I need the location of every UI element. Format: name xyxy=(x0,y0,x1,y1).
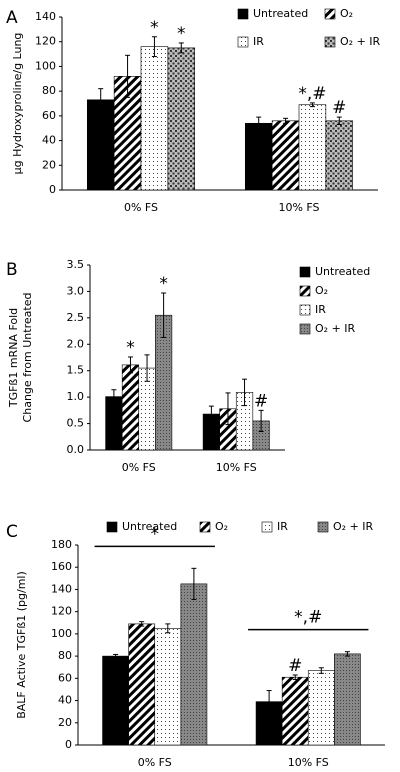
significance-mark: * xyxy=(177,24,186,44)
y-axis-label: Change from Untreated xyxy=(21,293,34,423)
significance-mark: # xyxy=(332,98,346,118)
y-tick-label: 160 xyxy=(51,560,72,573)
legend-swatch xyxy=(299,285,311,297)
significance-mark: *,# xyxy=(294,608,322,628)
y-tick-label: 0.0 xyxy=(67,443,85,456)
x-tick-label: 0% FS xyxy=(122,461,156,474)
y-tick-label: 80 xyxy=(58,649,72,662)
bar xyxy=(307,670,335,746)
significance-mark: * xyxy=(159,274,168,294)
bar xyxy=(105,396,123,451)
y-tick-label: 0.5 xyxy=(67,417,85,430)
legend-label: O₂ + IR xyxy=(315,322,356,335)
bar xyxy=(180,583,208,746)
legend-label: Untreated xyxy=(315,265,370,278)
legend-label: Untreated xyxy=(122,520,177,533)
x-tick-label: 0% FS xyxy=(138,756,172,769)
legend-swatch xyxy=(299,304,311,316)
bar xyxy=(86,99,115,191)
y-tick-label: 120 xyxy=(35,35,56,48)
bar xyxy=(281,676,309,746)
legend-label: IR xyxy=(253,35,264,48)
legend-swatch xyxy=(317,521,329,533)
legend-label: Untreated xyxy=(253,7,308,20)
significance-mark: # xyxy=(254,391,268,411)
panel-label: B xyxy=(6,260,18,280)
y-tick-label: 40 xyxy=(42,134,56,147)
legend-label: O₂ xyxy=(340,7,353,20)
panel-label: A xyxy=(6,8,18,28)
legend-swatch xyxy=(237,36,249,48)
legend-label: IR xyxy=(315,303,326,316)
y-axis-label: µg Hydroxyproline/g Lung xyxy=(11,33,24,175)
legend-swatch xyxy=(261,521,273,533)
y-tick-label: 3.5 xyxy=(67,258,85,271)
y-tick-label: 180 xyxy=(51,538,72,551)
bar xyxy=(140,46,169,191)
y-tick-label: 20 xyxy=(58,716,72,729)
legend-swatch xyxy=(324,36,336,48)
y-axis-label: BALF Active TGFß1 (pg/ml) xyxy=(15,571,28,719)
y-tick-label: 2.0 xyxy=(67,337,85,350)
y-tick-label: 0 xyxy=(49,183,56,196)
bar xyxy=(334,653,361,746)
bar xyxy=(121,364,140,451)
y-tick-label: 60 xyxy=(42,109,56,122)
y-tick-label: 140 xyxy=(35,10,56,23)
bar xyxy=(128,623,156,746)
bar xyxy=(325,120,354,191)
x-tick-label: 0% FS xyxy=(124,201,158,214)
legend-label: O₂ xyxy=(215,520,228,533)
legend-label: IR xyxy=(277,520,288,533)
y-tick-label: 60 xyxy=(58,671,72,684)
y-tick-label: 20 xyxy=(42,158,56,171)
bar xyxy=(154,628,182,746)
y-tick-label: 40 xyxy=(58,694,72,707)
y-tick-label: 100 xyxy=(35,59,56,72)
y-tick-label: 2.5 xyxy=(67,311,85,324)
x-tick-label: 10% FS xyxy=(216,461,257,474)
legend-label: O₂ xyxy=(315,284,328,297)
bar xyxy=(244,122,273,191)
y-tick-label: 3.0 xyxy=(67,284,85,297)
y-tick-label: 140 xyxy=(51,582,72,595)
bar xyxy=(271,120,300,191)
bar xyxy=(102,655,129,746)
y-tick-label: 120 xyxy=(51,605,72,618)
significance-mark: # xyxy=(288,656,302,676)
legend-swatch xyxy=(237,8,249,20)
legend-swatch xyxy=(199,521,211,533)
significance-mark: *,# xyxy=(298,84,326,104)
bar xyxy=(298,104,327,191)
significance-mark: * xyxy=(126,338,135,358)
y-tick-label: 100 xyxy=(51,627,72,640)
y-axis-label: TGFß1 mRNA Fold xyxy=(7,308,20,408)
legend-swatch xyxy=(299,323,311,335)
y-tick-label: 0 xyxy=(65,738,72,751)
legend-swatch xyxy=(324,8,336,20)
y-tick-label: 80 xyxy=(42,84,56,97)
significance-mark: * xyxy=(151,524,160,544)
x-tick-label: 10% FS xyxy=(288,756,329,769)
legend-label: O₂ + IR xyxy=(340,35,381,48)
panel-label: C xyxy=(6,522,18,542)
legend-swatch xyxy=(106,521,118,533)
significance-mark: * xyxy=(150,18,159,38)
y-tick-label: 1.0 xyxy=(67,390,85,403)
legend-swatch xyxy=(299,266,311,278)
bar xyxy=(167,47,196,191)
y-tick-label: 1.5 xyxy=(67,364,85,377)
x-tick-label: 10% FS xyxy=(278,201,319,214)
legend-label: O₂ + IR xyxy=(333,520,374,533)
